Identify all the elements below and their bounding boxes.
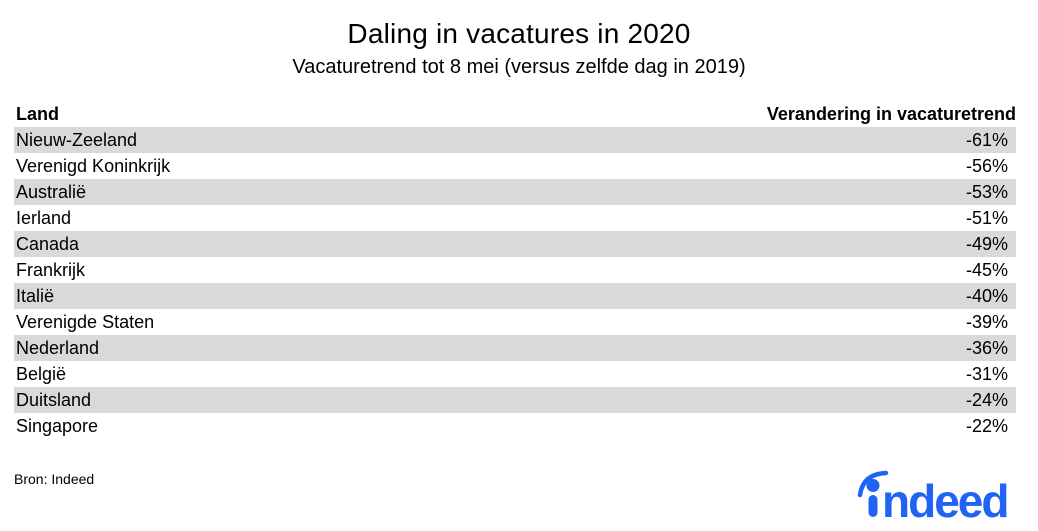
table-row: Verenigd Koninkrijk -56%	[14, 153, 1016, 179]
indeed-logo-swoosh	[857, 470, 889, 498]
table-row: Frankrijk -45%	[14, 257, 1016, 283]
value-cell: -53%	[965, 181, 1008, 202]
indeed-logo-stem	[868, 495, 878, 517]
indeed-logo: ndeed	[857, 470, 1009, 521]
value-cell: -61%	[965, 129, 1008, 150]
country-cell: Italië	[16, 285, 55, 306]
column-header-land: Land	[16, 103, 59, 124]
value-cell: -39%	[965, 311, 1008, 332]
value-cell: -56%	[965, 155, 1008, 176]
table-row: Nederland -36%	[14, 335, 1016, 362]
table-row: Italië -40%	[14, 283, 1016, 310]
table-row: Duitsland -24%	[14, 387, 1016, 414]
country-cell: België	[16, 363, 67, 384]
table-header-row: Land Verandering in vacaturetrend	[14, 101, 1016, 128]
vacancy-table: Land Verandering in vacaturetrend Nieuw-…	[14, 101, 1016, 439]
country-cell: Nieuw-Zeeland	[16, 129, 138, 150]
country-cell: Duitsland	[16, 389, 92, 410]
value-cell: -31%	[965, 363, 1008, 384]
table-row: België -31%	[14, 361, 1016, 387]
table-body: Nieuw-Zeeland -61% Verenigd Koninkrijk -…	[14, 127, 1016, 439]
table-row: Verenigde Staten -39%	[14, 309, 1016, 335]
value-cell: -22%	[965, 415, 1008, 436]
table-row: Ierland -51%	[14, 205, 1016, 231]
value-cell: -45%	[965, 259, 1008, 280]
country-cell: Verenigd Koninkrijk	[16, 155, 171, 176]
chart-header: Daling in vacatures in 2020 Vacaturetren…	[0, 0, 1038, 79]
chart-title: Daling in vacatures in 2020	[347, 18, 691, 49]
value-cell: -36%	[965, 337, 1008, 358]
country-cell: Ierland	[16, 207, 72, 228]
country-cell: Singapore	[16, 415, 99, 436]
source-note: Bron: Indeed	[14, 471, 95, 487]
value-cell: -51%	[965, 207, 1008, 228]
table-row: Nieuw-Zeeland -61%	[14, 127, 1016, 154]
indeed-logo-dot	[866, 479, 880, 492]
country-cell: Verenigde Staten	[16, 311, 155, 332]
value-cell: -49%	[965, 233, 1008, 254]
country-cell: Frankrijk	[16, 259, 86, 280]
table-row: Australië -53%	[14, 179, 1016, 206]
table-row: Canada -49%	[14, 231, 1016, 258]
country-cell: Australië	[16, 181, 87, 202]
value-cell: -40%	[965, 285, 1008, 306]
column-header-verandering: Verandering in vacaturetrend	[766, 103, 1016, 124]
chart-subtitle: Vacaturetrend tot 8 mei (versus zelfde d…	[292, 56, 746, 79]
table-row: Singapore -22%	[14, 413, 1016, 439]
country-cell: Canada	[16, 233, 80, 254]
indeed-logo-text: ndeed	[882, 475, 1007, 521]
country-cell: Nederland	[16, 337, 100, 358]
value-cell: -24%	[965, 389, 1008, 410]
